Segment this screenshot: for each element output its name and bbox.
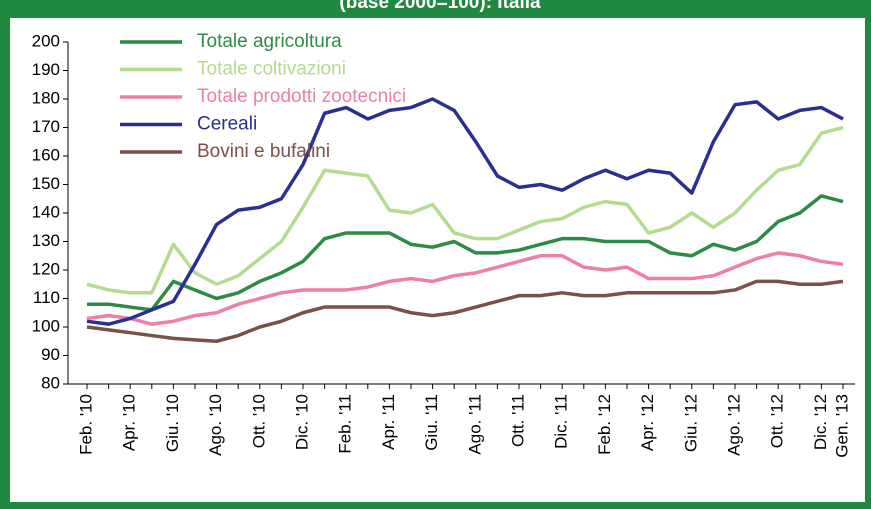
legend-label: Totale coltivazioni <box>197 59 346 80</box>
x-tick-label: Feb. '12 <box>595 394 614 455</box>
x-tick-label: Feb. '10 <box>76 394 95 455</box>
x-tick-label: Apr. '11 <box>379 394 398 450</box>
x-tick-label: Giu. '12 <box>681 394 700 452</box>
legend-label: Bovini e bufalini <box>197 141 330 162</box>
y-tick-label: 120 <box>32 259 60 278</box>
x-tick-label: Apr. '10 <box>120 394 139 451</box>
y-tick-label: 190 <box>32 60 60 79</box>
y-tick-label: 160 <box>32 145 60 164</box>
x-tick-label: Ott. '12 <box>768 394 787 448</box>
y-tick-label: 130 <box>32 231 60 250</box>
y-tick-label: 200 <box>32 31 60 50</box>
legend-label: Totale agricoltura <box>197 31 342 52</box>
y-tick-label: 170 <box>32 117 60 136</box>
x-tick-label: Apr. '12 <box>638 394 657 451</box>
x-tick-label: Ago. '12 <box>724 394 743 456</box>
y-tick-label: 90 <box>41 345 60 364</box>
chart-title: (base 2000=100): Italia <box>339 0 541 13</box>
x-tick-label: Gen. '13 <box>832 394 851 458</box>
y-tick-label: 80 <box>41 373 60 392</box>
y-tick-label: 110 <box>33 288 60 307</box>
x-tick-label: Dic. '12 <box>811 394 830 450</box>
series-line <box>86 97 844 326</box>
x-tick-label: Ago. '11 <box>465 394 484 455</box>
x-tick-label: Ago. '10 <box>206 394 225 456</box>
legend-label: Totale prodotti zootecnici <box>197 86 406 107</box>
series-line <box>87 194 844 312</box>
x-tick-label: Dic. '10 <box>292 394 311 450</box>
series-line <box>86 125 844 295</box>
x-tick-label: Ott. '10 <box>249 394 268 448</box>
x-tick-label: Giu. '10 <box>163 394 182 452</box>
y-tick-label: 140 <box>32 202 60 221</box>
series-line <box>86 251 844 326</box>
x-tick-label: Dic. '11 <box>552 394 571 449</box>
series-line <box>86 279 844 343</box>
x-tick-label: Feb. '11 <box>336 394 355 454</box>
y-tick-label: 150 <box>32 174 60 193</box>
y-tick-label: 100 <box>32 316 60 335</box>
y-tick-label: 180 <box>32 88 60 107</box>
legend-label: Cereali <box>197 114 257 135</box>
x-tick-label: Giu. '11 <box>422 394 441 451</box>
x-tick-label: Ott. '11 <box>508 394 527 447</box>
